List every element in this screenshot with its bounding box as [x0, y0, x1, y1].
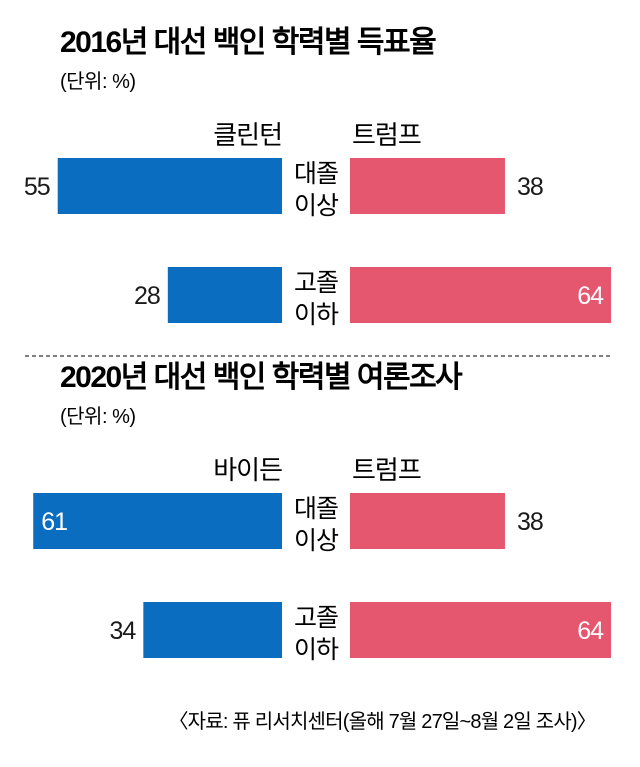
- category-label: 대졸: [294, 160, 338, 188]
- legend-left: 바이든: [213, 455, 282, 485]
- category-label: 이상: [294, 192, 339, 220]
- bar-left: [57, 158, 282, 214]
- source-note: 〈자료: 퓨 리서치센터(올해 7월 27일~8월 2일 조사)〉: [168, 710, 596, 733]
- bar-left: [33, 493, 282, 549]
- data-label: 64: [577, 617, 604, 645]
- data-label: 34: [110, 617, 137, 645]
- category-label: 이하: [294, 636, 339, 664]
- category-label: 고졸: [294, 604, 338, 632]
- bar-left: [143, 602, 282, 658]
- category-label: 대졸: [294, 495, 338, 523]
- bar-right: [350, 267, 611, 323]
- data-label: 61: [41, 508, 67, 536]
- data-label: 64: [577, 282, 604, 310]
- bar-right: [350, 602, 611, 658]
- unit-label: (단위: %): [60, 70, 136, 93]
- data-label: 38: [517, 508, 543, 536]
- legend-left: 클린턴: [213, 120, 282, 150]
- data-label: 28: [134, 282, 160, 310]
- legend-right: 트럼프: [352, 120, 421, 150]
- category-label: 이하: [294, 301, 339, 329]
- data-label: 38: [517, 173, 543, 201]
- chart-title: 2016년 대선 백인 학력별 득표율: [60, 26, 436, 59]
- bar-right: [350, 158, 505, 214]
- bar-right: [350, 493, 505, 549]
- bar-left: [167, 267, 282, 323]
- unit-label: (단위: %): [60, 405, 136, 428]
- category-label: 이상: [294, 527, 339, 555]
- legend-right: 트럼프: [352, 455, 421, 485]
- category-label: 고졸: [294, 269, 338, 297]
- data-label: 55: [24, 173, 50, 201]
- chart-title: 2020년 대선 백인 학력별 여론조사: [60, 361, 463, 394]
